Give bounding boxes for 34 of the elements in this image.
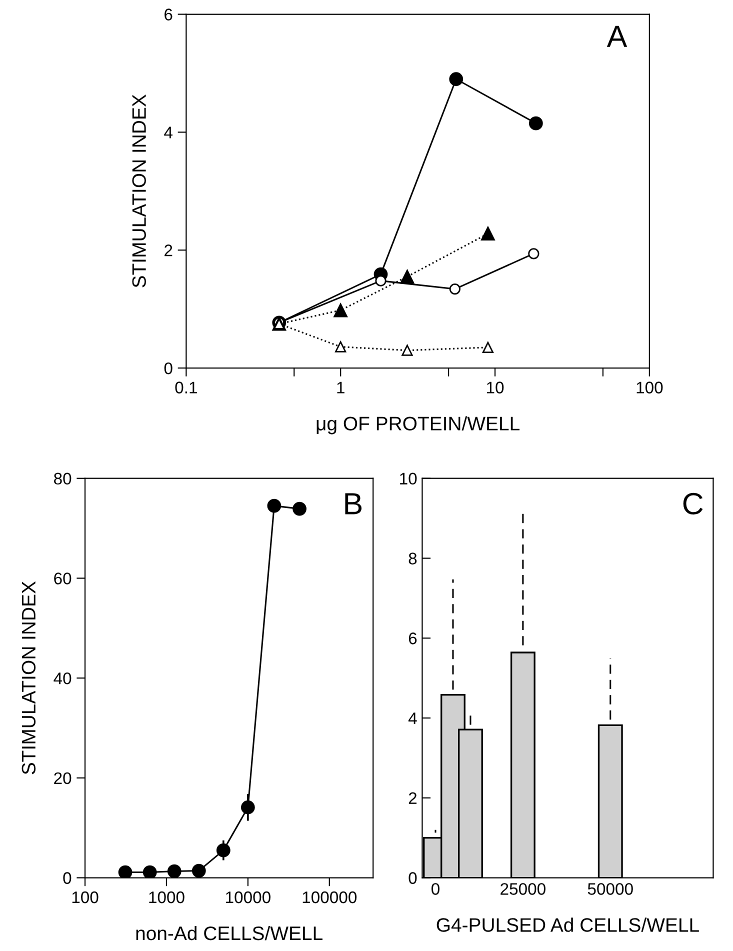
x-tick-label: 25000 [500,883,546,895]
annotation: B [345,493,362,514]
x-tick-label: 100 [636,382,663,394]
y-axis-title: STIMULATION INDEX [22,581,36,774]
x-tick-label: 0.1 [175,382,197,394]
y-tick-label: 0 [408,872,417,884]
x-axis-title: non-Ad CELLS/WELL [136,926,322,940]
y-axis-title: STIMULATION INDEX [132,94,146,288]
x-axis-title: G4-PULSED Ad CELLS/WELL [436,918,699,932]
annotation: C [683,492,703,515]
x-tick-label: 1 [337,382,344,394]
x-tick-label: 1000 [149,891,184,904]
y-tick-label: 6 [164,8,172,20]
y-tick-label: 8 [408,552,417,564]
y-tick-label: 0 [63,872,72,884]
annotation: A [606,26,628,47]
y-tick-label: 2 [164,244,172,256]
x-tick-label: 0 [432,883,440,895]
y-tick-label: 6 [408,632,417,644]
x-tick-label: 100 [72,891,98,904]
y-tick-label: 2 [408,792,417,804]
x-tick-label: 10 [487,382,504,394]
x-axis-title: μg OF PROTEIN/WELL [316,416,520,434]
y-tick-label: 40 [54,672,72,684]
y-tick-label: 4 [408,712,417,724]
y-tick-label: 20 [54,772,72,784]
y-tick-label: 60 [54,572,72,584]
y-tick-label: 10 [400,472,417,485]
x-tick-label: 100000 [302,891,357,904]
y-tick-label: 80 [54,472,72,485]
y-tick-label: 4 [164,126,172,138]
x-tick-label: 10000 [226,891,270,904]
x-tick-label: 50000 [588,883,633,895]
y-tick-label: 0 [164,362,172,374]
